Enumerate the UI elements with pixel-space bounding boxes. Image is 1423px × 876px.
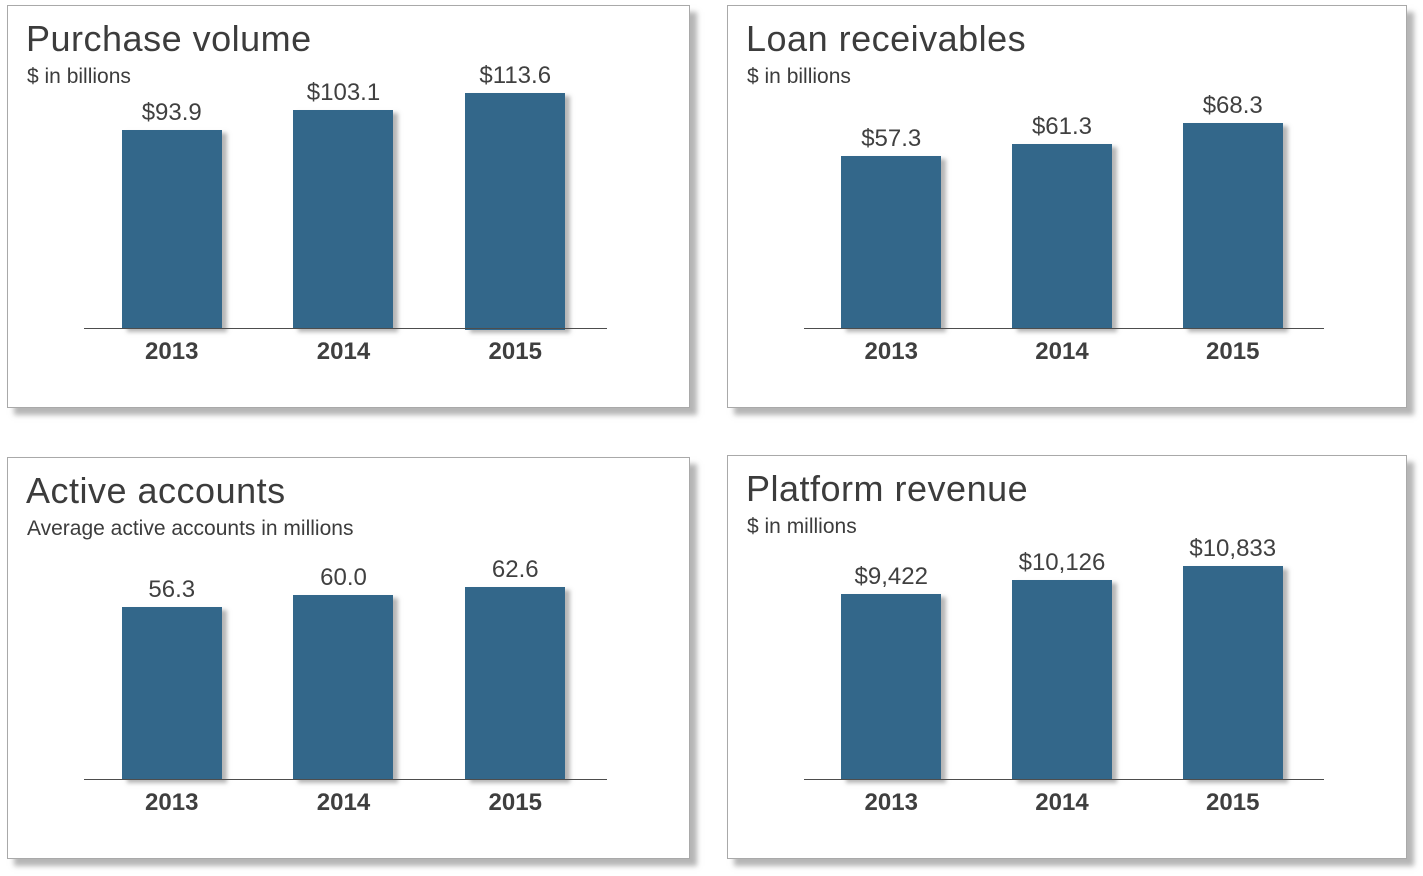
chart-subtitle: $ in millions xyxy=(747,515,857,538)
bar-chart-active-accounts: 56.3 2013 60.0 2014 62.6 2015 xyxy=(84,513,607,825)
bar-2013 xyxy=(841,594,942,780)
bar-2015 xyxy=(465,93,566,330)
x-axis-line xyxy=(804,328,1324,329)
bar-2014 xyxy=(293,595,394,780)
bar-value-label: $61.3 xyxy=(1031,113,1093,140)
chart-title: Platform revenue xyxy=(746,468,1029,509)
x-axis-label-2013: 2013 xyxy=(864,337,918,365)
bar-2015 xyxy=(1182,566,1283,780)
chart-title: Loan receivables xyxy=(746,18,1027,59)
x-axis-label-2013: 2013 xyxy=(864,788,918,816)
bar-2015 xyxy=(465,587,566,780)
bar-2014 xyxy=(293,110,394,329)
bar-2013 xyxy=(121,607,222,780)
bar-group-2013: $93.9 2013 xyxy=(86,62,257,374)
chart-subtitle: Average active accounts in millions xyxy=(27,517,354,540)
x-axis-label-2015: 2015 xyxy=(488,788,542,816)
x-axis-label-2013: 2013 xyxy=(145,337,199,365)
bar-value-label: $10,126 xyxy=(1018,549,1106,576)
bar-2013 xyxy=(121,130,222,329)
bar-value-label: $103.1 xyxy=(306,79,381,106)
bar-group-2014: $103.1 2014 xyxy=(258,62,429,374)
chart-subtitle: $ in billions xyxy=(747,65,851,88)
bar-value-label: 62.6 xyxy=(491,556,539,583)
bar-value-label: $10,833 xyxy=(1189,535,1277,562)
x-axis-label-2015: 2015 xyxy=(488,337,542,365)
bar-group-2013: $57.3 2013 xyxy=(806,62,976,374)
chart-subtitle: $ in billions xyxy=(27,65,131,88)
x-axis-label-2014: 2014 xyxy=(1035,788,1089,816)
bar-group-2014: $61.3 2014 xyxy=(977,62,1147,374)
bar-2014 xyxy=(1011,144,1112,329)
x-axis-line xyxy=(84,328,607,329)
x-axis-label-2015: 2015 xyxy=(1206,337,1260,365)
x-axis-line xyxy=(804,779,1324,780)
bar-group-2013: $9,422 2013 xyxy=(806,513,976,825)
bar-value-label: 56.3 xyxy=(148,576,196,603)
bar-group-2014: 60.0 2014 xyxy=(258,513,429,825)
bar-value-label: 60.0 xyxy=(320,564,367,591)
bar-group-2015: 62.6 2015 xyxy=(430,513,601,825)
x-axis-label-2014: 2014 xyxy=(316,788,371,816)
bar-group-2013: 56.3 2013 xyxy=(86,513,257,825)
bar-group-2015: $113.6 2015 xyxy=(430,62,601,374)
bar-value-label: $68.3 xyxy=(1202,92,1263,119)
bar-value-label: $57.3 xyxy=(861,125,922,152)
x-axis-label-2014: 2014 xyxy=(316,337,371,365)
purchase-volume-chart-panel: Purchase volume $ in billions $93.9 2013… xyxy=(7,5,690,408)
bar-chart-loan-receivables: $57.3 2013 $61.3 2014 $68.3 2015 xyxy=(804,62,1324,374)
x-axis-label-2014: 2014 xyxy=(1035,337,1089,365)
bar-chart-purchase-volume: $93.9 2013 $103.1 2014 $113.6 2015 xyxy=(84,62,607,374)
chart-title: Purchase volume xyxy=(26,18,312,59)
loan-receivables-chart-panel: Loan receivables $ in billions $57.3 201… xyxy=(727,5,1407,408)
x-axis-label-2015: 2015 xyxy=(1206,788,1260,816)
bar-2015 xyxy=(1182,123,1283,329)
bar-2014 xyxy=(1011,580,1112,780)
bar-group-2014: $10,126 2014 xyxy=(977,513,1147,825)
bar-value-label: $113.6 xyxy=(479,62,552,89)
platform-revenue-chart-panel: Platform revenue $ in millions $9,422 20… xyxy=(727,455,1407,859)
chart-title: Active accounts xyxy=(26,470,286,511)
x-axis-line xyxy=(84,779,607,780)
bar-group-2015: $68.3 2015 xyxy=(1148,62,1318,374)
bar-value-label: $93.9 xyxy=(141,99,202,126)
bar-2013 xyxy=(841,156,942,329)
bar-group-2015: $10,833 2015 xyxy=(1148,513,1318,825)
active-accounts-chart-panel: Active accounts Average active accounts … xyxy=(7,457,690,859)
x-axis-label-2013: 2013 xyxy=(145,788,199,816)
bar-chart-platform-revenue: $9,422 2013 $10,126 2014 $10,833 2015 xyxy=(804,513,1324,825)
bar-value-label: $9,422 xyxy=(854,563,928,590)
